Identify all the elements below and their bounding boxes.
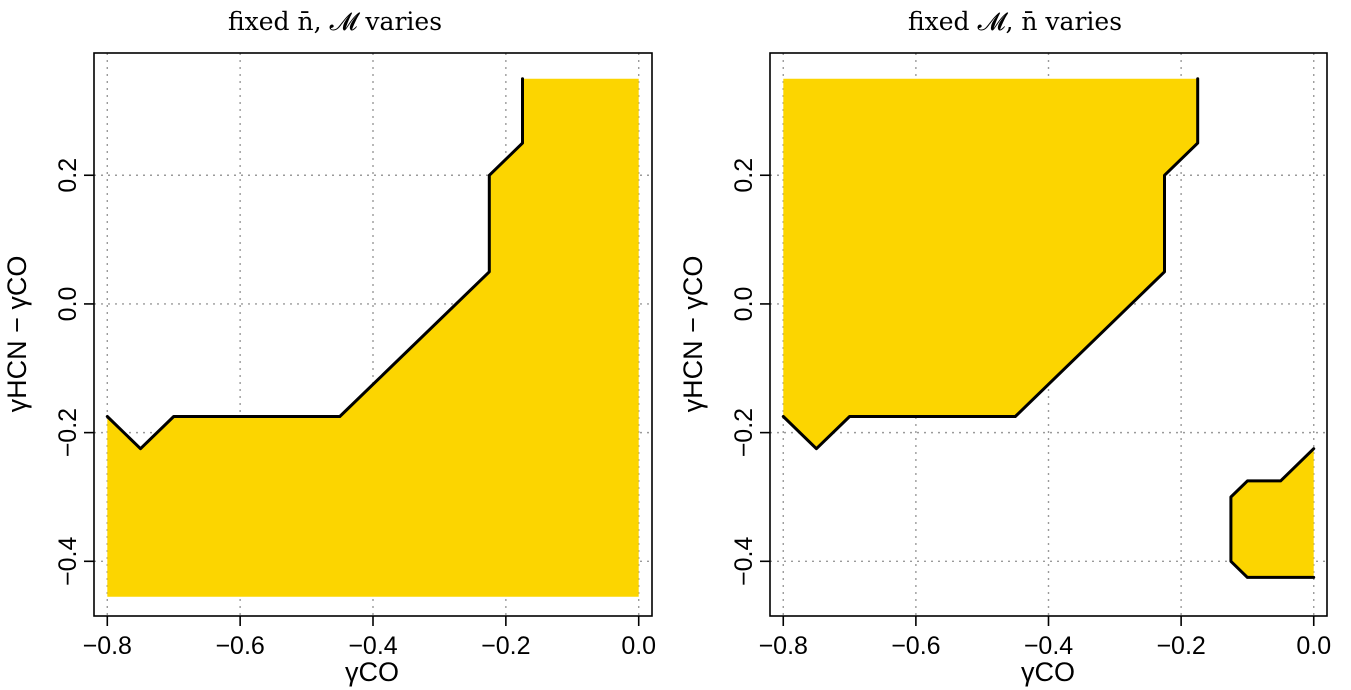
panel-left: fixed n̄, 𝓜 varies −0.8 −0.6 −0.4 −0.2 0.0 −…: [2, 7, 656, 687]
x-tick-label: 0.0: [1296, 632, 1331, 660]
panel-title: fixed n̄, 𝓜 varies: [228, 7, 442, 36]
y-axis-label: γHCN − γCO: [2, 256, 32, 413]
region-boundary: [105, 77, 524, 451]
y-tick-label: −0.4: [54, 537, 82, 586]
regions: [107, 78, 639, 597]
feasible-region: [783, 78, 1198, 449]
y-tick-label: 0.2: [730, 158, 758, 193]
x-axis-label: γCO: [345, 657, 399, 687]
region-boundary: [1229, 447, 1316, 579]
x-tick-label: −0.4: [348, 632, 397, 660]
y-tick-label: −0.4: [730, 537, 758, 586]
panel-right: fixed 𝓜, n̄ varies −0.8 −0.6 −0.4 −0.2 0.0 −…: [678, 7, 1331, 687]
y-axis: −0.4 −0.2 0.0 0.2: [730, 158, 770, 586]
y-tick-label: 0.2: [54, 158, 82, 193]
x-tick-label: 0.0: [621, 632, 656, 660]
y-tick-label: −0.2: [54, 408, 82, 457]
x-axis: −0.8 −0.6 −0.4 −0.2 0.0: [83, 616, 656, 660]
x-tick-label: −0.4: [1024, 632, 1073, 660]
feasible-region: [1230, 448, 1314, 578]
y-tick-label: −0.2: [730, 408, 758, 457]
x-tick-label: −0.6: [215, 632, 264, 660]
y-tick-label: 0.0: [54, 287, 82, 322]
x-tick-label: −0.8: [83, 632, 132, 660]
x-tick-label: −0.2: [481, 632, 530, 660]
regions: [783, 78, 1314, 578]
y-axis-label: γHCN − γCO: [678, 256, 708, 413]
boundaries: [105, 77, 524, 451]
x-axis: −0.8 −0.6 −0.4 −0.2 0.0: [759, 616, 1331, 660]
x-tick-label: −0.8: [759, 632, 808, 660]
region-boundary: [781, 77, 1200, 451]
x-axis-label: γCO: [1021, 657, 1075, 687]
y-axis: −0.4 −0.2 0.0 0.2: [54, 158, 94, 586]
x-tick-label: −0.6: [891, 632, 940, 660]
y-tick-label: 0.0: [730, 287, 758, 322]
boundaries: [781, 77, 1316, 579]
feasible-region: [107, 78, 639, 597]
panel-title: fixed 𝓜, n̄ varies: [908, 7, 1122, 36]
x-tick-label: −0.2: [1156, 632, 1205, 660]
